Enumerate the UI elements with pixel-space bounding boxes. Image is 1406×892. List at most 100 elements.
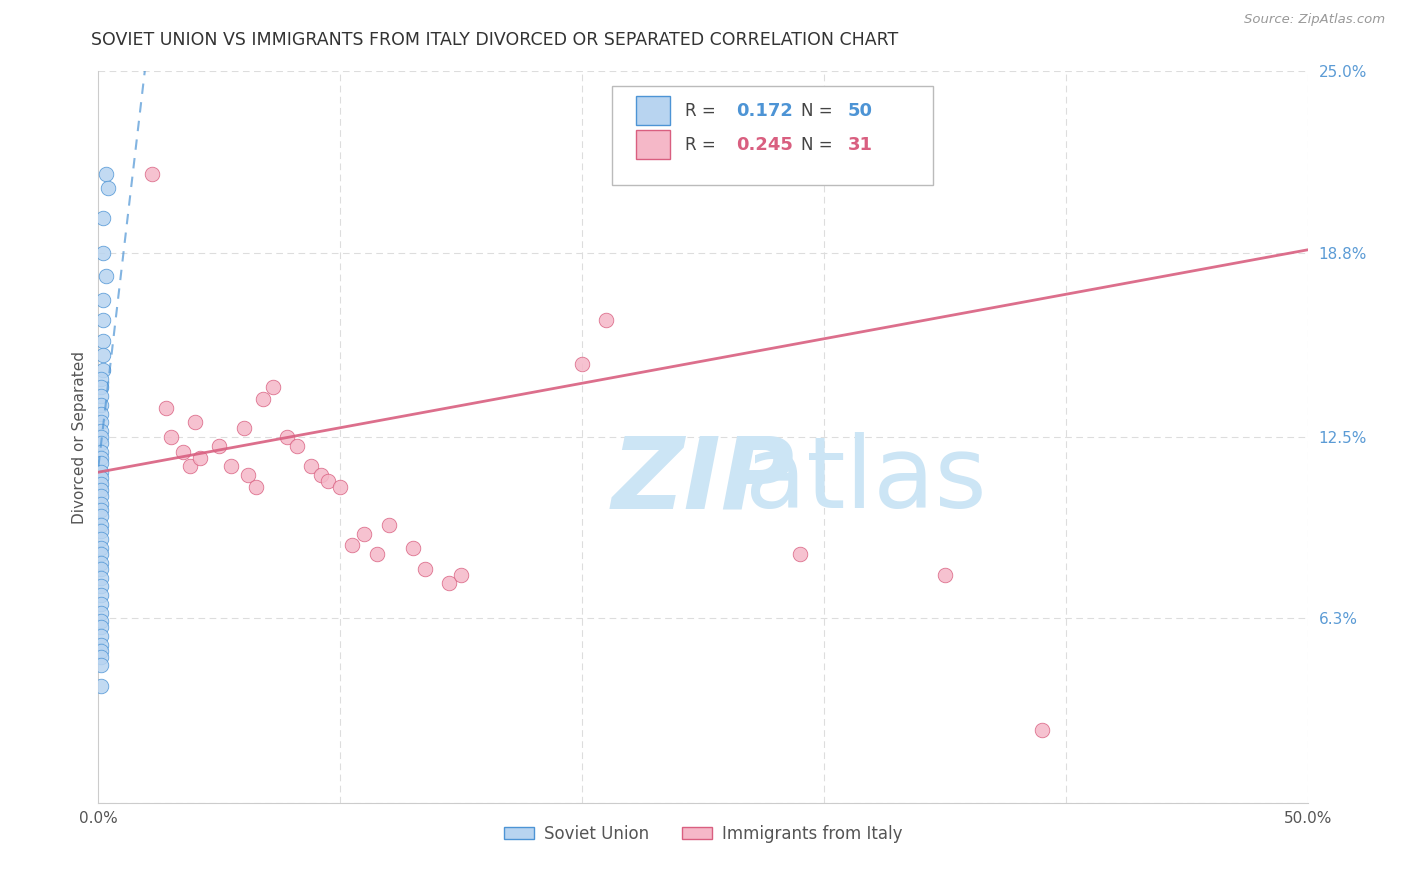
Point (90, 556, 112, 570)
Point (285, 439, 308, 453)
Point (90, 629, 112, 643)
Point (90, 620, 112, 634)
Point (90, 471, 112, 485)
Point (91, 293, 114, 307)
Y-axis label: Divorced or Separated: Divorced or Separated (72, 351, 87, 524)
Point (90, 533, 112, 547)
Text: 0.245: 0.245 (735, 136, 793, 153)
FancyBboxPatch shape (613, 86, 932, 185)
Point (90, 638, 112, 652)
Point (934, 567, 956, 582)
Point (91, 245, 114, 260)
Point (90, 541, 112, 556)
Text: 31: 31 (848, 136, 873, 153)
Point (90, 524, 112, 538)
Point (90, 371, 112, 385)
Point (90, 436, 112, 450)
Text: N =: N = (801, 102, 838, 120)
Point (232, 421, 254, 435)
Point (238, 468, 260, 483)
Point (299, 459, 322, 474)
Point (90, 615, 112, 629)
Point (90, 450, 112, 465)
Point (316, 474, 339, 488)
Point (90, 562, 112, 576)
FancyBboxPatch shape (637, 96, 671, 126)
Legend: Soviet Union, Immigrants from Italy: Soviet Union, Immigrants from Italy (496, 818, 910, 849)
Text: 50: 50 (848, 102, 873, 120)
Point (245, 480, 267, 494)
Point (789, 547, 811, 561)
Point (571, 357, 593, 371)
Point (90, 509, 112, 524)
Point (90, 465, 112, 479)
Point (377, 517, 399, 532)
Point (90, 547, 112, 561)
Point (90, 389, 112, 403)
Point (252, 392, 274, 406)
Point (342, 538, 364, 552)
Point (155, 401, 177, 415)
Point (450, 567, 472, 582)
Point (90, 407, 112, 421)
Point (90, 606, 112, 620)
Point (90, 416, 112, 430)
Point (90, 380, 112, 394)
Point (90, 398, 112, 412)
Text: R =: R = (685, 136, 721, 153)
Point (188, 450, 211, 465)
Point (413, 562, 436, 576)
Text: ZIP: ZIP (612, 433, 794, 530)
Point (90, 597, 112, 611)
Point (208, 439, 231, 453)
Point (94, 269, 117, 284)
Point (90, 517, 112, 532)
Point (366, 547, 388, 561)
Text: R =: R = (685, 102, 721, 120)
Point (402, 541, 425, 556)
Point (90, 588, 112, 602)
Point (90, 444, 112, 458)
Text: 0.172: 0.172 (735, 102, 793, 120)
Point (90, 658, 112, 673)
Point (309, 468, 332, 483)
Point (90, 457, 112, 471)
Point (160, 430, 183, 444)
Point (91, 363, 114, 377)
Point (172, 444, 194, 458)
Point (90, 679, 112, 693)
Point (595, 313, 617, 327)
Point (90, 430, 112, 444)
Point (91, 334, 114, 348)
Text: N =: N = (801, 136, 838, 153)
Point (91, 348, 114, 362)
FancyBboxPatch shape (637, 130, 671, 159)
Point (184, 416, 207, 430)
Point (90, 489, 112, 503)
Point (276, 430, 298, 444)
Text: SOVIET UNION VS IMMIGRANTS FROM ITALY DIVORCED OR SEPARATED CORRELATION CHART: SOVIET UNION VS IMMIGRANTS FROM ITALY DI… (91, 31, 898, 49)
Point (437, 576, 460, 591)
Point (90, 483, 112, 497)
Point (90, 643, 112, 657)
Text: atlas: atlas (745, 433, 987, 530)
Point (90, 579, 112, 593)
Point (329, 480, 352, 494)
Point (94, 167, 117, 181)
Point (353, 526, 375, 541)
Point (90, 503, 112, 517)
Point (141, 167, 163, 181)
Point (91, 313, 114, 327)
Point (90, 497, 112, 511)
Point (90, 649, 112, 664)
Point (221, 459, 243, 474)
Point (90, 570, 112, 584)
Point (179, 459, 201, 474)
Text: Source: ZipAtlas.com: Source: ZipAtlas.com (1244, 13, 1385, 27)
Point (1031, 723, 1053, 737)
Point (91, 211, 114, 225)
Point (90, 476, 112, 491)
Point (90, 424, 112, 438)
Point (97, 181, 120, 195)
Point (262, 380, 284, 394)
